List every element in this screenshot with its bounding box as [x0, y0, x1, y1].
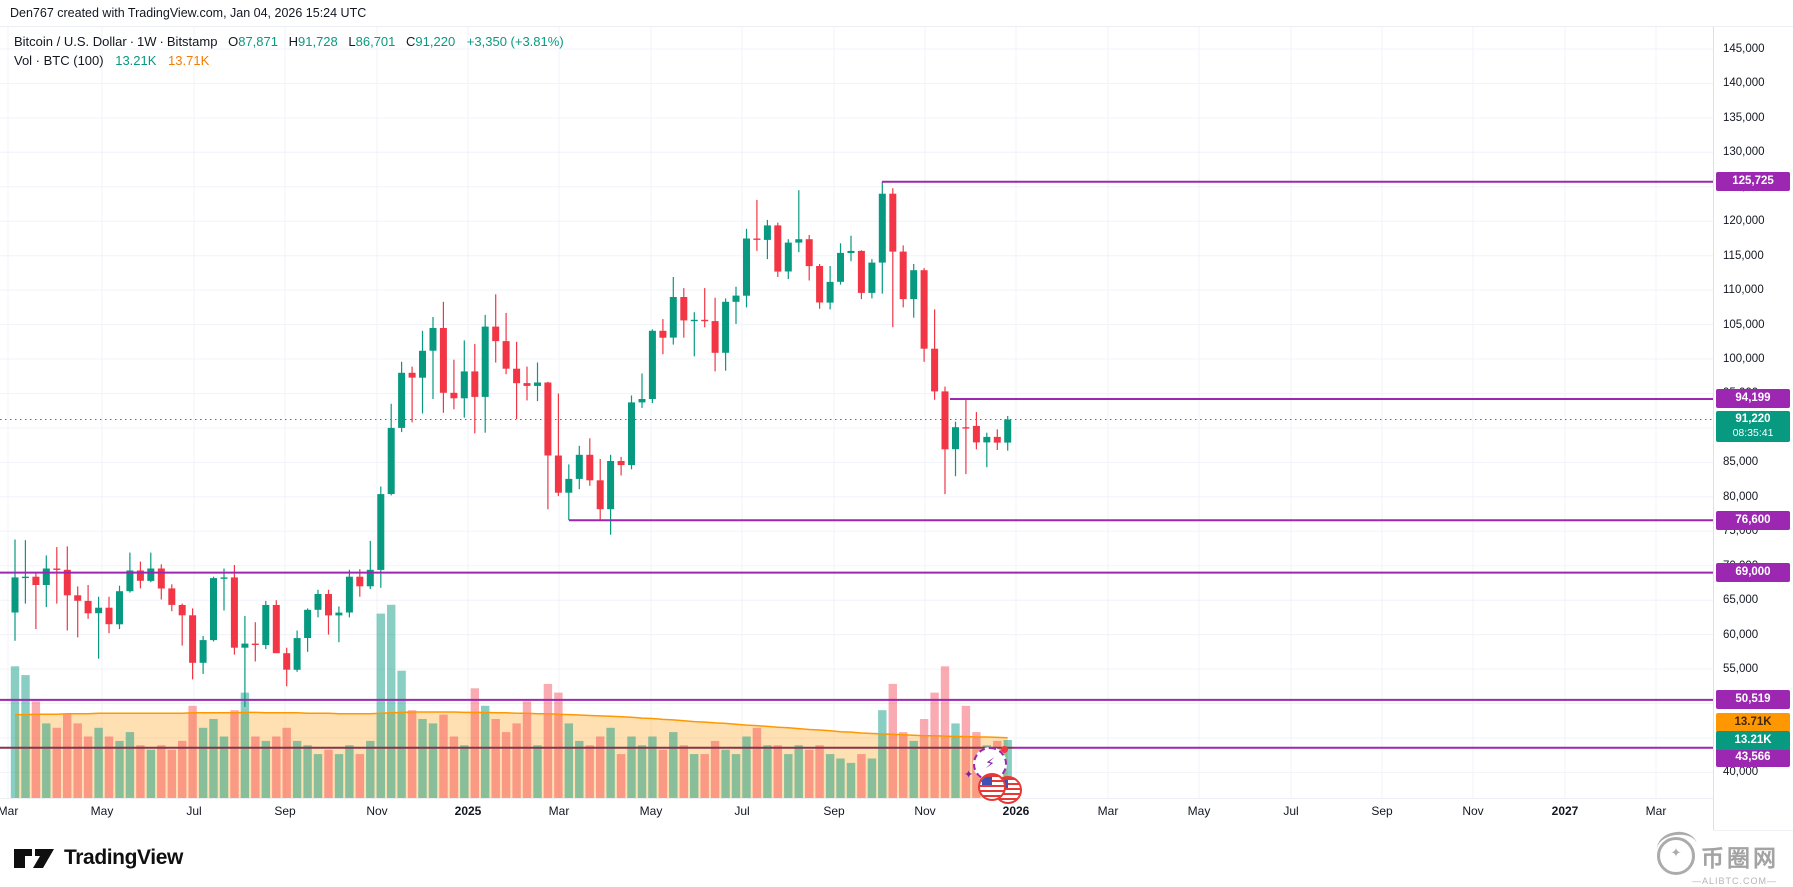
price-tick-label: 80,000	[1723, 490, 1759, 503]
price-tick-label: 135,000	[1723, 111, 1765, 124]
price-tick-label: 100,000	[1723, 353, 1765, 366]
attribution-text: Den767 created with TradingView.com, Jan…	[10, 6, 367, 20]
low-value: 86,701	[355, 34, 396, 49]
time-tick-label: Nov	[914, 804, 936, 818]
exchange-label[interactable]: Bitstamp	[166, 34, 218, 49]
price-axis[interactable]: 40,00045,00050,00055,00060,00065,00070,0…	[1713, 27, 1793, 830]
price-level-badge: 50,519	[1716, 690, 1790, 710]
current-price-value: 91,220	[1735, 412, 1771, 425]
time-tick-label: Sep	[823, 804, 845, 818]
price-tick-label: 60,000	[1723, 628, 1759, 641]
time-axis[interactable]: Mar May Jul Sep Nov 2025 Mar May Jul Sep Nov 2026 Ma…	[0, 798, 1759, 831]
volume-indicator-label[interactable]: Vol · BTC (100)	[14, 53, 104, 68]
open-value: 87,871	[238, 34, 278, 49]
time-tick-label: May	[90, 804, 114, 818]
volume-value: 13.21K	[115, 53, 157, 68]
price-tick-label: 130,000	[1723, 146, 1765, 159]
legend-symbol-row: Bitcoin / U.S. Dollar · 1W · Bitstamp O87,87…	[14, 34, 564, 49]
watermark-domain: —ALIBTC.COM—	[1691, 876, 1777, 886]
time-tick-label: 2027	[1551, 804, 1579, 818]
site-watermark: ✦ 币圈网 —ALIBTC.COM—	[1655, 829, 1779, 886]
price-tick-label: 85,000	[1723, 456, 1759, 469]
price-tick-label: 145,000	[1723, 43, 1765, 55]
symbol-title[interactable]: Bitcoin / U.S. Dollar	[14, 34, 127, 49]
price-tick-label: 40,000	[1723, 766, 1759, 779]
flag-circle-front-icon	[978, 773, 1006, 801]
tradingview-logo-text: TradingView	[64, 846, 183, 869]
time-tick-label: 2025	[454, 804, 482, 818]
time-tick-label: Nov	[1462, 804, 1484, 818]
time-tick-label: May	[1187, 804, 1211, 818]
candlesticks	[11, 181, 1012, 707]
price-tick-label: 120,000	[1723, 215, 1765, 228]
change-value: +3,350 (+3.81%)	[466, 34, 564, 49]
time-tick-label: Mar	[1645, 804, 1667, 818]
sparkle-icon: ✦	[964, 769, 974, 781]
price-tick-label: 105,000	[1723, 318, 1765, 331]
high-label: H	[288, 34, 298, 49]
volume-ma-area	[15, 712, 1008, 798]
price-tick-label: 110,000	[1723, 284, 1764, 297]
time-tick-label: Mar	[0, 804, 19, 818]
price-level-badge: 125,725	[1716, 172, 1790, 192]
time-tick-label: May	[639, 804, 663, 818]
price-tick-label: 65,000	[1723, 594, 1759, 607]
usa-flags-sticker-icon[interactable]	[978, 773, 1024, 804]
time-tick-label: Nov	[366, 804, 388, 818]
red-dot-icon	[1001, 746, 1008, 753]
close-value: 91,220	[415, 34, 456, 49]
watermark-site-name: 币圈网	[1701, 845, 1779, 871]
high-value: 91,728	[298, 34, 338, 49]
footer-bar: TradingView ✦ 币圈网 —ALIBTC.COM—	[0, 829, 1793, 887]
attribution-bar: Den767 created with TradingView.com, Jan…	[0, 0, 1793, 27]
price-level-badge: 43,566	[1716, 747, 1790, 767]
time-tick-label: 2026	[1002, 804, 1030, 818]
volume-ma-badge: 13.71K	[1716, 712, 1790, 732]
price-tick-label: 55,000	[1723, 663, 1759, 676]
time-tick-label: Sep	[274, 804, 296, 818]
tradingview-logo-icon	[14, 849, 54, 868]
volume-ma-line	[15, 711, 1008, 739]
volume-value-badge: 13.21K	[1716, 730, 1790, 750]
close-label: C	[406, 34, 416, 49]
time-tick-label: Sep	[1371, 804, 1393, 818]
open-label: O	[228, 34, 239, 49]
time-tick-label: Jul	[1283, 804, 1299, 818]
watermark-circle-icon: ✦	[1655, 829, 1697, 875]
price-level-badge: 94,199	[1716, 389, 1790, 409]
time-tick-label: Jul	[186, 804, 202, 818]
price-level-badge: 69,000	[1716, 563, 1790, 583]
tradingview-logo[interactable]: TradingView	[12, 842, 183, 874]
bar-countdown: 08:35:41	[1732, 426, 1774, 439]
time-tick-label: Jul	[734, 804, 750, 818]
time-tick-label: Mar	[548, 804, 570, 818]
chart-legend[interactable]: Bitcoin / U.S. Dollar · 1W · Bitstamp O87,87…	[14, 32, 564, 70]
price-tick-label: 140,000	[1723, 77, 1765, 90]
volume-ma-value: 13.71K	[168, 53, 210, 68]
price-level-badge: 76,600	[1716, 510, 1790, 530]
legend-volume-row: Vol · BTC (100) 13.21K 13.71K	[14, 51, 564, 70]
interval-label[interactable]: 1W	[137, 34, 157, 49]
current-price-badge: 91,220 08:35:41	[1716, 410, 1790, 442]
price-tick-label: 115,000	[1723, 249, 1764, 262]
low-label: L	[348, 34, 356, 49]
price-chart[interactable]	[0, 0, 1793, 830]
time-tick-label: Mar	[1097, 804, 1119, 818]
